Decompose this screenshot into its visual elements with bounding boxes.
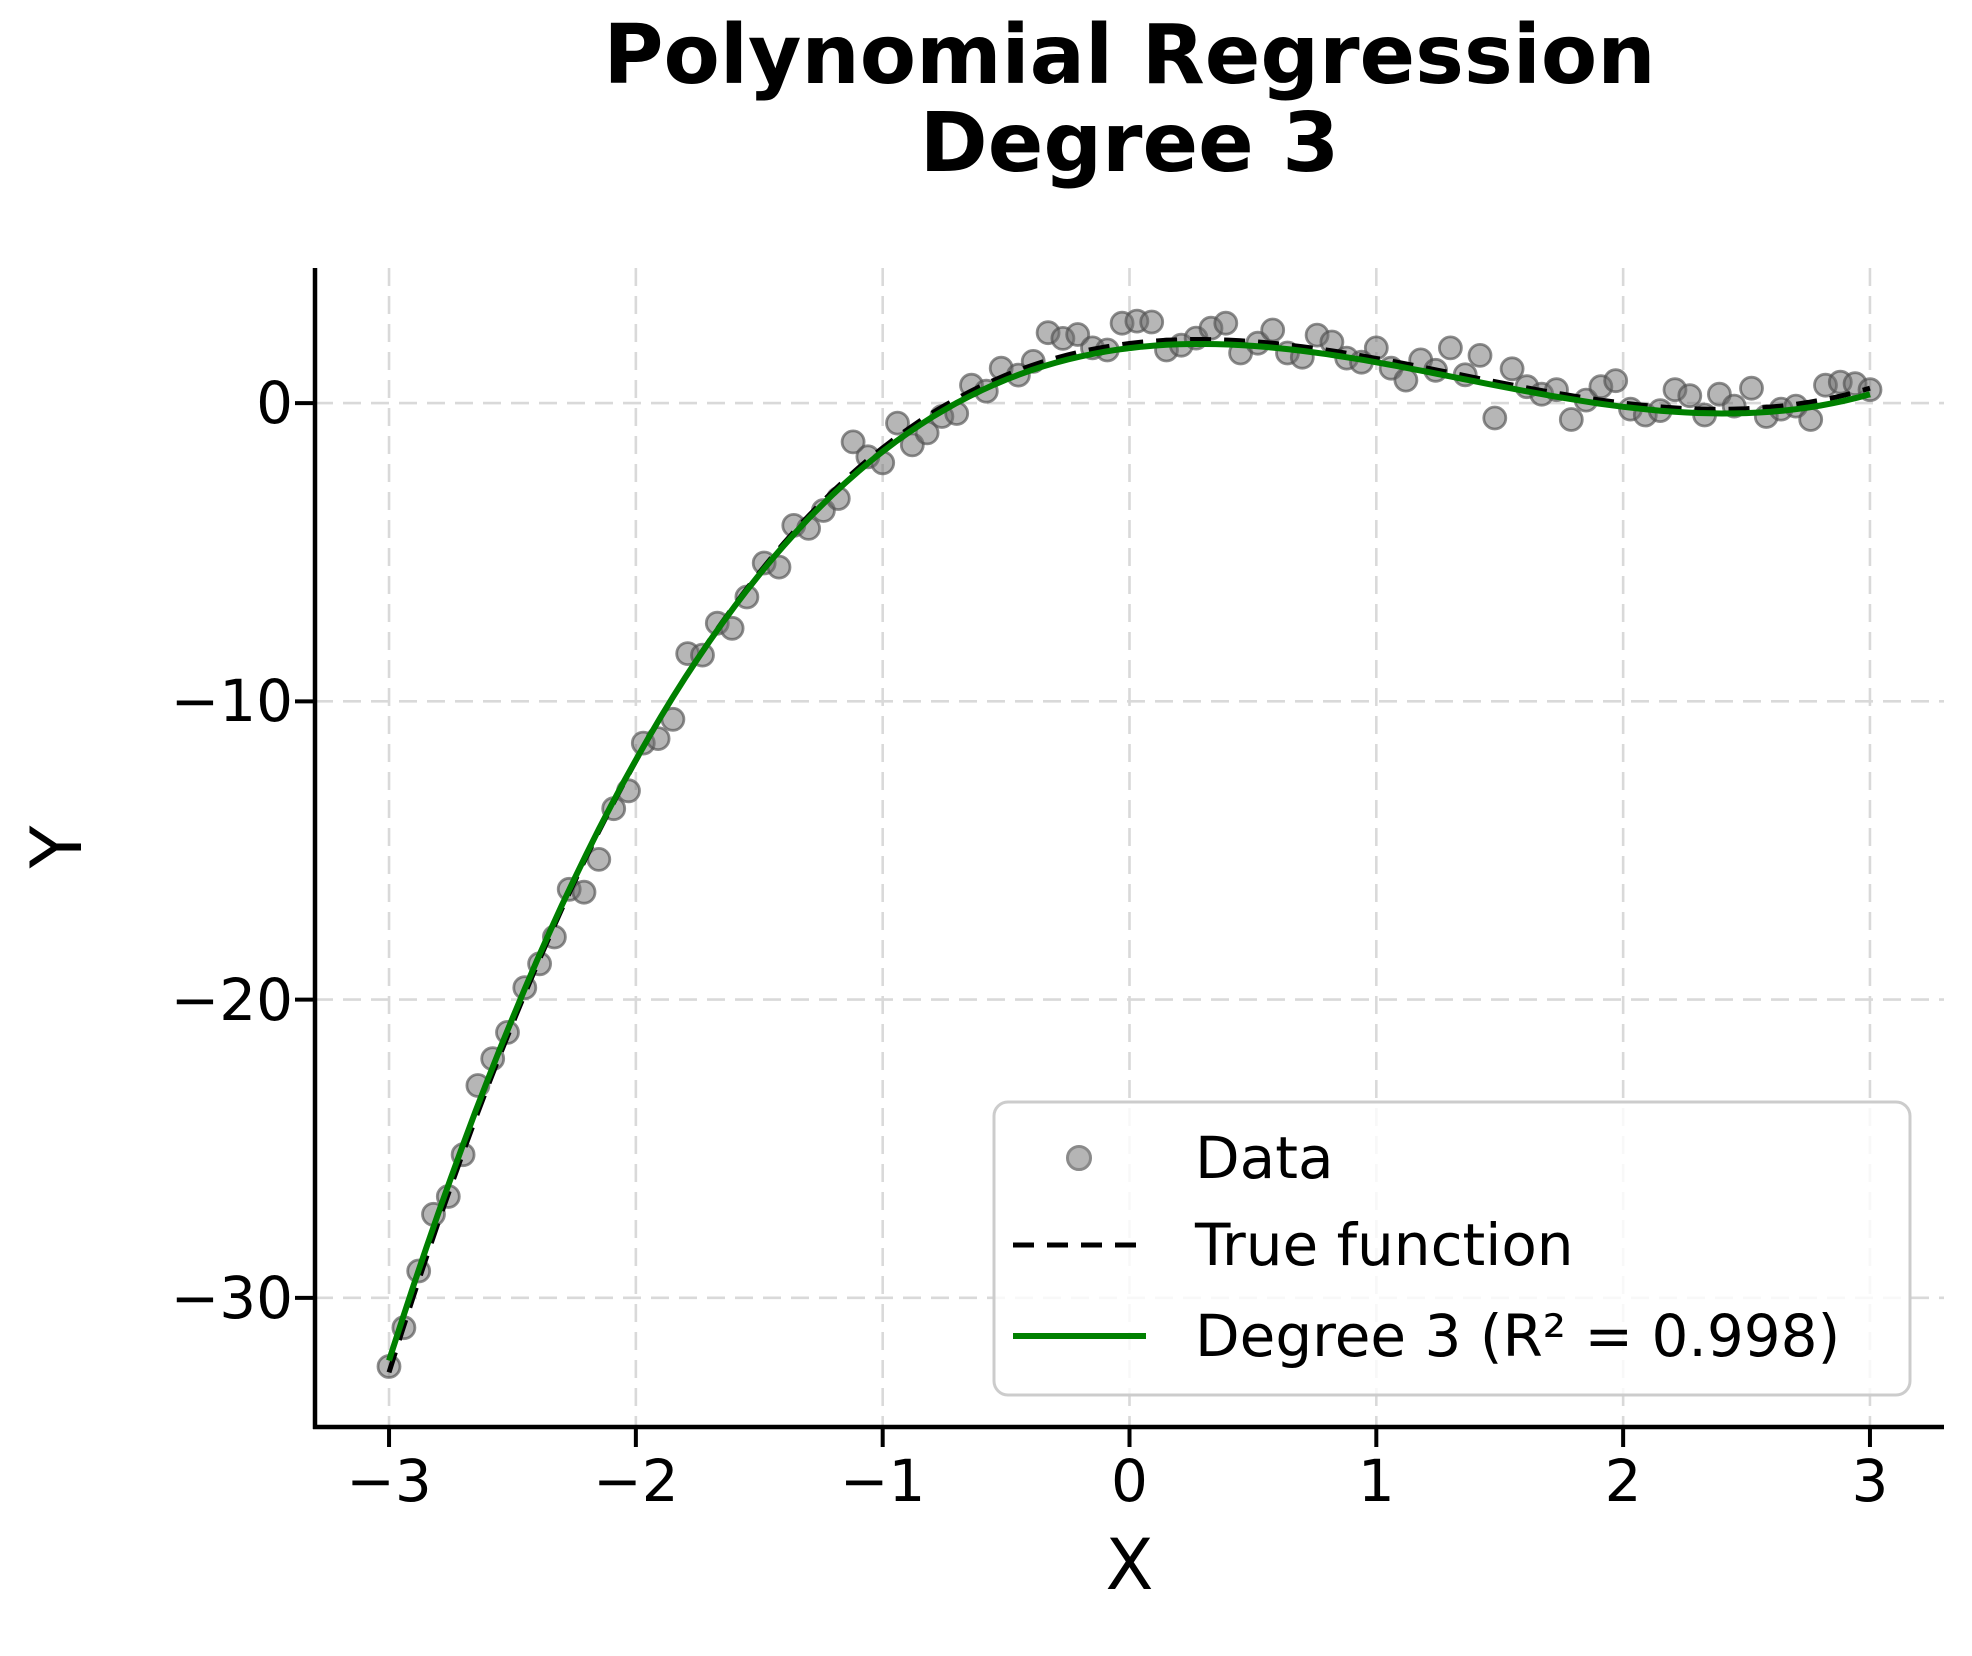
chart-title-line2: Degree 3 <box>919 95 1340 191</box>
data-point <box>1260 317 1286 343</box>
chart-title-line1: Polynomial Regression <box>603 8 1656 103</box>
data-point <box>1393 367 1419 393</box>
legend-label-data: Data <box>1195 1124 1334 1192</box>
fit-curve <box>386 341 1871 1362</box>
data-point <box>1603 368 1629 394</box>
data-point <box>1558 407 1584 432</box>
x-tick-label: 2 <box>1604 1447 1642 1515</box>
y-tick-label: −20 <box>170 965 293 1034</box>
x-tick-label: −2 <box>593 1447 679 1515</box>
axes <box>295 268 1944 1447</box>
y-tick-label: −30 <box>170 1263 293 1332</box>
y-tick-label: −10 <box>170 667 293 736</box>
data-point <box>885 410 910 436</box>
data-point <box>1499 356 1525 382</box>
x-tick-label: 1 <box>1357 1447 1395 1515</box>
data-point <box>1739 375 1764 401</box>
legend-box <box>992 1100 1912 1397</box>
x-tick-label: 3 <box>1851 1447 1889 1515</box>
x-axis-label: X <box>1105 1524 1154 1606</box>
data-point <box>1677 383 1703 409</box>
data-point <box>1798 407 1824 432</box>
legend-label-true-function: True function <box>1195 1211 1574 1279</box>
y-tick-label: 0 <box>256 369 293 438</box>
data-point <box>840 429 866 455</box>
x-tick-label: −3 <box>346 1447 432 1515</box>
chart-title: Polynomial Regression Degree 3 <box>315 12 1944 187</box>
legend <box>992 1100 1912 1397</box>
data-point <box>1482 405 1508 431</box>
data-point <box>1213 310 1239 336</box>
x-tick-label: −1 <box>839 1447 926 1515</box>
legend-label-degree3: Degree 3 (R² = 0.998) <box>1195 1302 1841 1370</box>
data-point <box>1139 309 1165 335</box>
legend-marker-data <box>1066 1145 1092 1171</box>
data-point <box>571 879 597 905</box>
y-axis-label: Y <box>16 825 98 869</box>
x-tick-label: 0 <box>1111 1447 1148 1515</box>
data-point <box>1438 335 1463 361</box>
data-point <box>1467 342 1493 368</box>
